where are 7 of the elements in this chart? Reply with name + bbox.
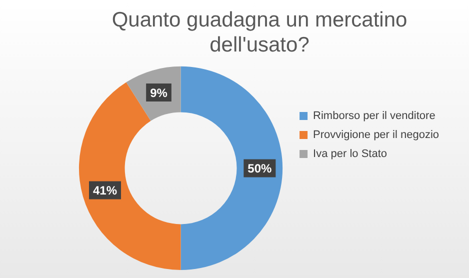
data-label: 9% <box>150 86 168 100</box>
data-label: 50% <box>248 162 272 176</box>
legend-label: Iva per lo Stato <box>313 148 388 160</box>
chart-title: Quanto guadagna un mercatino dell'usato? <box>112 8 408 57</box>
data-label: 41% <box>92 184 118 198</box>
legend-label: Rimborso per il venditore <box>313 110 436 122</box>
legend-label: Provvigione per il negozio <box>313 129 440 142</box>
